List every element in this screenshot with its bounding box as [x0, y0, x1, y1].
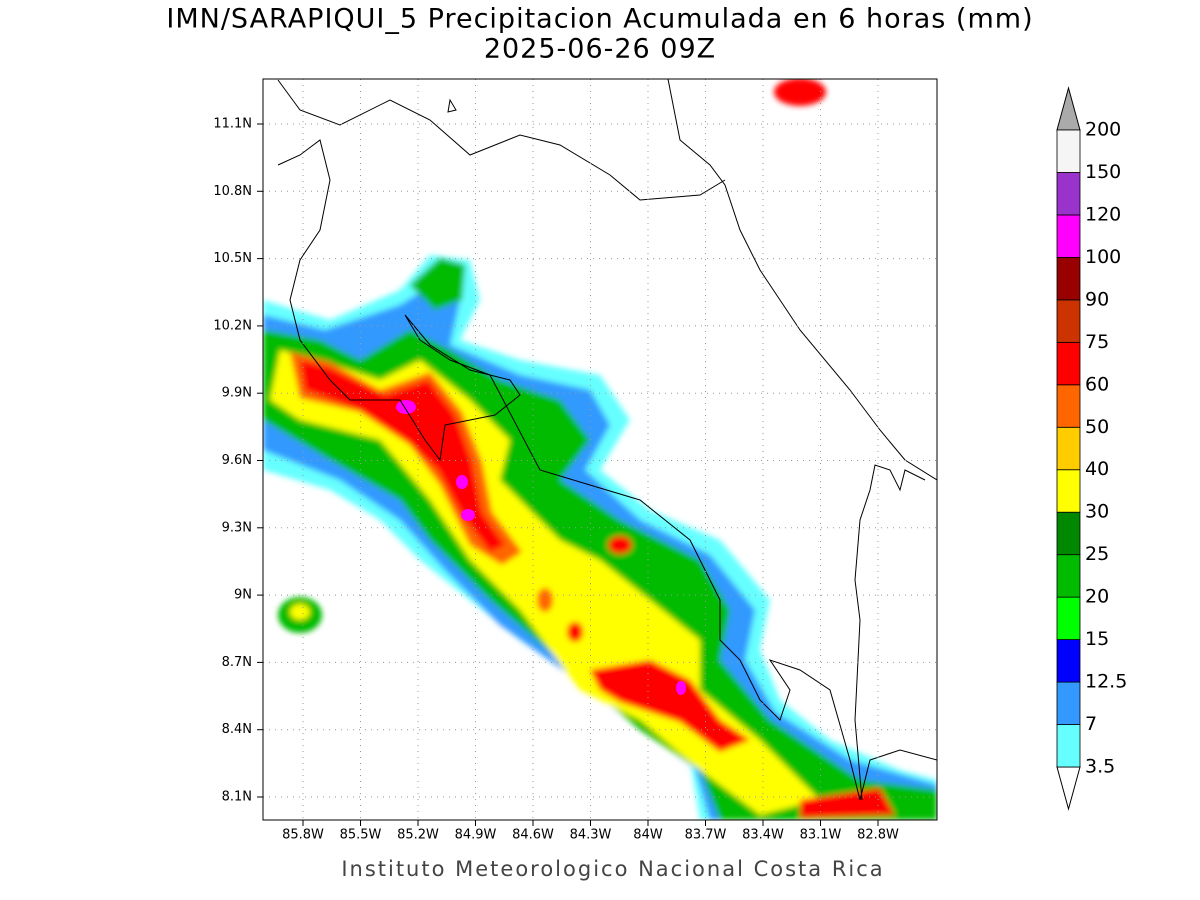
lat-tick-label: 9.3N	[222, 520, 252, 535]
lon-tick-label: 85.2W	[397, 828, 439, 843]
colorbar-label: 100	[1085, 246, 1121, 268]
colorbar-label: 150	[1085, 161, 1121, 183]
colorbar-label: 40	[1085, 458, 1109, 480]
lat-tick-label: 10.2N	[213, 318, 252, 333]
colorbar: 3.5 7 12.5 15 20 25 30 40 50 60 75 90 100 120 150 200	[1056, 86, 1127, 811]
colorbar-box	[1056, 426, 1081, 471]
lat-tick-label: 9.6N	[222, 453, 252, 468]
colorbar-box	[1056, 384, 1081, 428]
colorbar-label: 60	[1085, 373, 1109, 395]
plot-frame	[262, 78, 938, 821]
title-line: 2025-06-26 09Z	[484, 34, 716, 65]
colorbar-label: 12.5	[1085, 671, 1127, 693]
colorbar-label: 25	[1085, 543, 1109, 565]
colorbar-label: 15	[1085, 628, 1109, 650]
lon-tick-label: 83.4W	[742, 828, 784, 843]
colorbar-box	[1056, 341, 1081, 386]
colorbar-box	[1056, 511, 1081, 556]
colorbar-box	[1056, 256, 1081, 301]
colorbar-box	[1056, 172, 1081, 216]
colorbar-box	[1056, 639, 1081, 683]
lon-tick-label: 85.8W	[282, 828, 324, 843]
lon-tick-label: 84.6W	[512, 828, 554, 843]
colorbar-label: 50	[1085, 416, 1109, 438]
colorbar-box	[1056, 469, 1081, 513]
footer: Instituto Meteorologico Nacional Costa R…	[341, 857, 884, 881]
colorbar-over	[1056, 86, 1081, 131]
colorbar-box	[1056, 214, 1081, 258]
title-line: IMN/SARAPIQUI_5 Precipitacion Acumulada …	[166, 4, 1033, 35]
lat-tick-label: 9N	[234, 588, 252, 603]
colorbar-label: 120	[1085, 203, 1121, 225]
colorbar-label: 3.5	[1085, 756, 1115, 778]
colorbar-box	[1056, 554, 1081, 598]
lat-tick-label: 8.7N	[222, 655, 252, 670]
lat-tick-label: 10.5N	[213, 251, 252, 266]
colorbar-label: 90	[1085, 288, 1109, 310]
lat-tick-label: 10.8N	[213, 184, 252, 199]
colorbar-box	[1056, 596, 1081, 641]
grid: 11.1N 10.8N 10.5N 10.2N 9.9N 9.6N 9.3N 9N 8.7N 8.…	[213, 79, 937, 843]
colorbar-label: 30	[1085, 501, 1109, 523]
colorbar-label: 200	[1085, 119, 1121, 141]
lat-tick-label: 8.4N	[222, 722, 252, 737]
lon-tick-label: 84W	[633, 828, 663, 843]
colorbar-box	[1056, 299, 1081, 343]
colorbar-label: 75	[1085, 331, 1109, 353]
colorbar-box	[1056, 724, 1081, 768]
lon-tick-label: 84.3W	[570, 828, 612, 843]
colorbar-label: 7	[1085, 713, 1097, 735]
colorbar-under	[1056, 766, 1081, 811]
lon-tick-label: 83.1W	[800, 828, 842, 843]
colorbar-box	[1056, 129, 1081, 173]
colorbar-box	[1056, 681, 1081, 725]
coastlines	[277, 79, 937, 801]
lon-tick-label: 83.7W	[685, 828, 727, 843]
lat-tick-label: 11.1N	[213, 117, 252, 132]
lon-tick-label: 85.5W	[340, 828, 382, 843]
lat-tick-label: 9.9N	[222, 386, 252, 401]
lon-tick-label: 82.8W	[857, 828, 899, 843]
colorbar-label: 20	[1085, 586, 1109, 608]
lon-tick-label: 84.9W	[455, 828, 497, 843]
precip-field	[263, 79, 937, 820]
lat-tick-label: 8.1N	[222, 790, 252, 805]
